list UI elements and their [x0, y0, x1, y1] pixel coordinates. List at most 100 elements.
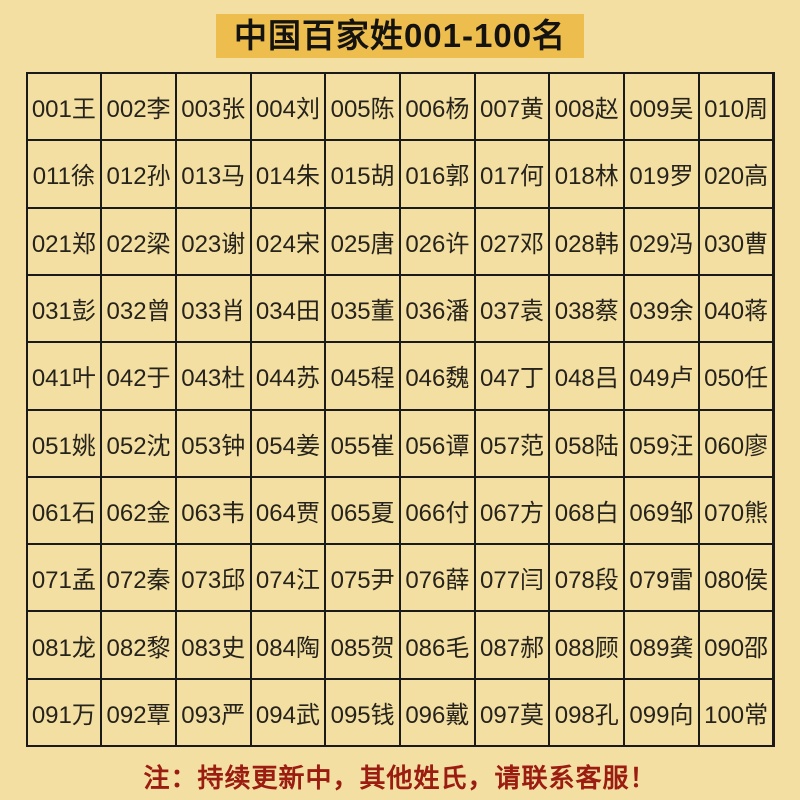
- surname-cell: 094武: [251, 679, 325, 745]
- surname-cell: 092覃: [102, 679, 175, 745]
- surname-cell: 035董: [326, 275, 399, 342]
- surname-cell: 089龚: [625, 612, 698, 678]
- surname-cell: 017何: [475, 141, 549, 207]
- surname-cell: 009吴: [625, 74, 698, 140]
- surname-cell: 025唐: [326, 208, 399, 274]
- surname-cell: 022梁: [102, 208, 175, 274]
- surname-cell: 003张: [176, 74, 250, 140]
- surname-cell: 062金: [102, 477, 175, 544]
- surname-cell: 010周: [699, 74, 773, 140]
- surname-cell: 045程: [326, 343, 399, 409]
- surname-cell: 029冯: [625, 208, 698, 274]
- surname-cell: 096戴: [400, 679, 474, 745]
- surname-cell: 053钟: [176, 410, 250, 476]
- surname-cell: 074江: [251, 545, 325, 611]
- surname-cell: 088顾: [550, 612, 624, 678]
- surname-cell: 048吕: [550, 343, 624, 409]
- surname-cell: 019罗: [625, 141, 698, 207]
- surname-cell: 050任: [699, 343, 773, 409]
- surname-cell: 087郝: [475, 612, 549, 678]
- surname-cell: 020高: [699, 141, 773, 207]
- surname-table: 001王 002李 003张 004刘 005陈 006杨 007黄 008赵 009吴 010周…: [25, 72, 775, 747]
- footer-note: 注：持续更新中，其他姓氏，请联系客服！: [143, 763, 657, 793]
- surname-cell: 064贾: [251, 477, 325, 544]
- surname-cell: 071孟: [27, 545, 101, 611]
- surname-cell: 042于: [102, 343, 175, 409]
- surname-cell: 057范: [475, 410, 549, 476]
- surname-cell: 005陈: [326, 74, 399, 140]
- surname-cell: 021郑: [27, 208, 101, 274]
- surname-cell: 054姜: [251, 410, 325, 476]
- surname-cell: 055崔: [326, 410, 399, 476]
- surname-cell: 058陆: [550, 410, 624, 476]
- surname-cell: 099向: [625, 679, 698, 745]
- surname-cell: 006杨: [400, 74, 474, 140]
- surname-cell: 080侯: [699, 545, 773, 611]
- surname-cell: 051姚: [27, 410, 101, 476]
- surname-cell: 028韩: [550, 208, 624, 274]
- surname-cell: 070熊: [699, 477, 773, 544]
- page-title: 中国百家姓001-100名: [215, 14, 585, 58]
- surname-cell: 037袁: [475, 275, 549, 342]
- surname-cell: 065夏: [326, 477, 399, 544]
- surname-cell: 061石: [27, 477, 101, 544]
- surname-cell: 041叶: [27, 343, 101, 409]
- surname-cell: 081龙: [27, 612, 101, 678]
- surname-cell: 034田: [251, 275, 325, 342]
- surname-cell: 075尹: [326, 545, 399, 611]
- surname-cell: 039余: [625, 275, 698, 342]
- surname-cell: 013马: [176, 141, 250, 207]
- surname-cell: 083史: [176, 612, 250, 678]
- surname-cell: 067方: [475, 477, 549, 544]
- surname-cell: 093严: [176, 679, 250, 745]
- surname-cell: 090邵: [699, 612, 773, 678]
- surname-cell: 060廖: [699, 410, 773, 476]
- surname-cell: 063韦: [176, 477, 250, 544]
- surname-cell: 079雷: [625, 545, 698, 611]
- surname-cell: 100常: [699, 679, 773, 745]
- surname-cell: 082黎: [102, 612, 175, 678]
- surname-cell: 086毛: [400, 612, 474, 678]
- surname-cell: 052沈: [102, 410, 175, 476]
- surname-cell: 033肖: [176, 275, 250, 342]
- surname-cell: 085贺: [326, 612, 399, 678]
- surname-cell: 027邓: [475, 208, 549, 274]
- surname-cell: 032曾: [102, 275, 175, 342]
- surname-cell: 043杜: [176, 343, 250, 409]
- surname-cell: 014朱: [251, 141, 325, 207]
- surname-cell: 059汪: [625, 410, 698, 476]
- surname-cell: 077闫: [475, 545, 549, 611]
- surname-cell: 040蒋: [699, 275, 773, 342]
- surname-cell: 095钱: [326, 679, 399, 745]
- surname-cell: 068白: [550, 477, 624, 544]
- surname-cell: 026许: [400, 208, 474, 274]
- surname-cell: 072秦: [102, 545, 175, 611]
- surname-cell: 016郭: [400, 141, 474, 207]
- surname-cell: 098孔: [550, 679, 624, 745]
- surname-cell: 049卢: [625, 343, 698, 409]
- surname-cell: 097莫: [475, 679, 549, 745]
- surname-cell: 007黄: [475, 74, 549, 140]
- surname-cell: 038蔡: [550, 275, 624, 342]
- surname-cell: 018林: [550, 141, 624, 207]
- surname-cell: 002李: [102, 74, 175, 140]
- surname-cell: 011徐: [27, 141, 101, 207]
- surname-cell: 066付: [400, 477, 474, 544]
- surname-cell: 004刘: [251, 74, 325, 140]
- surname-cell: 076薛: [400, 545, 474, 611]
- surname-cell: 073邱: [176, 545, 250, 611]
- surname-cell: 047丁: [475, 343, 549, 409]
- surname-cell: 008赵: [550, 74, 624, 140]
- surname-cell: 069邹: [625, 477, 698, 544]
- surname-cell: 044苏: [251, 343, 325, 409]
- surname-cell: 001王: [27, 74, 101, 140]
- surname-cell: 023谢: [176, 208, 250, 274]
- surname-cell: 091万: [27, 679, 101, 745]
- surname-cell: 024宋: [251, 208, 325, 274]
- surname-cell: 046魏: [400, 343, 474, 409]
- surname-cell: 015胡: [326, 141, 399, 207]
- surname-cell: 031彭: [27, 275, 101, 342]
- surname-cell: 078段: [550, 545, 624, 611]
- surname-cell: 036潘: [400, 275, 474, 342]
